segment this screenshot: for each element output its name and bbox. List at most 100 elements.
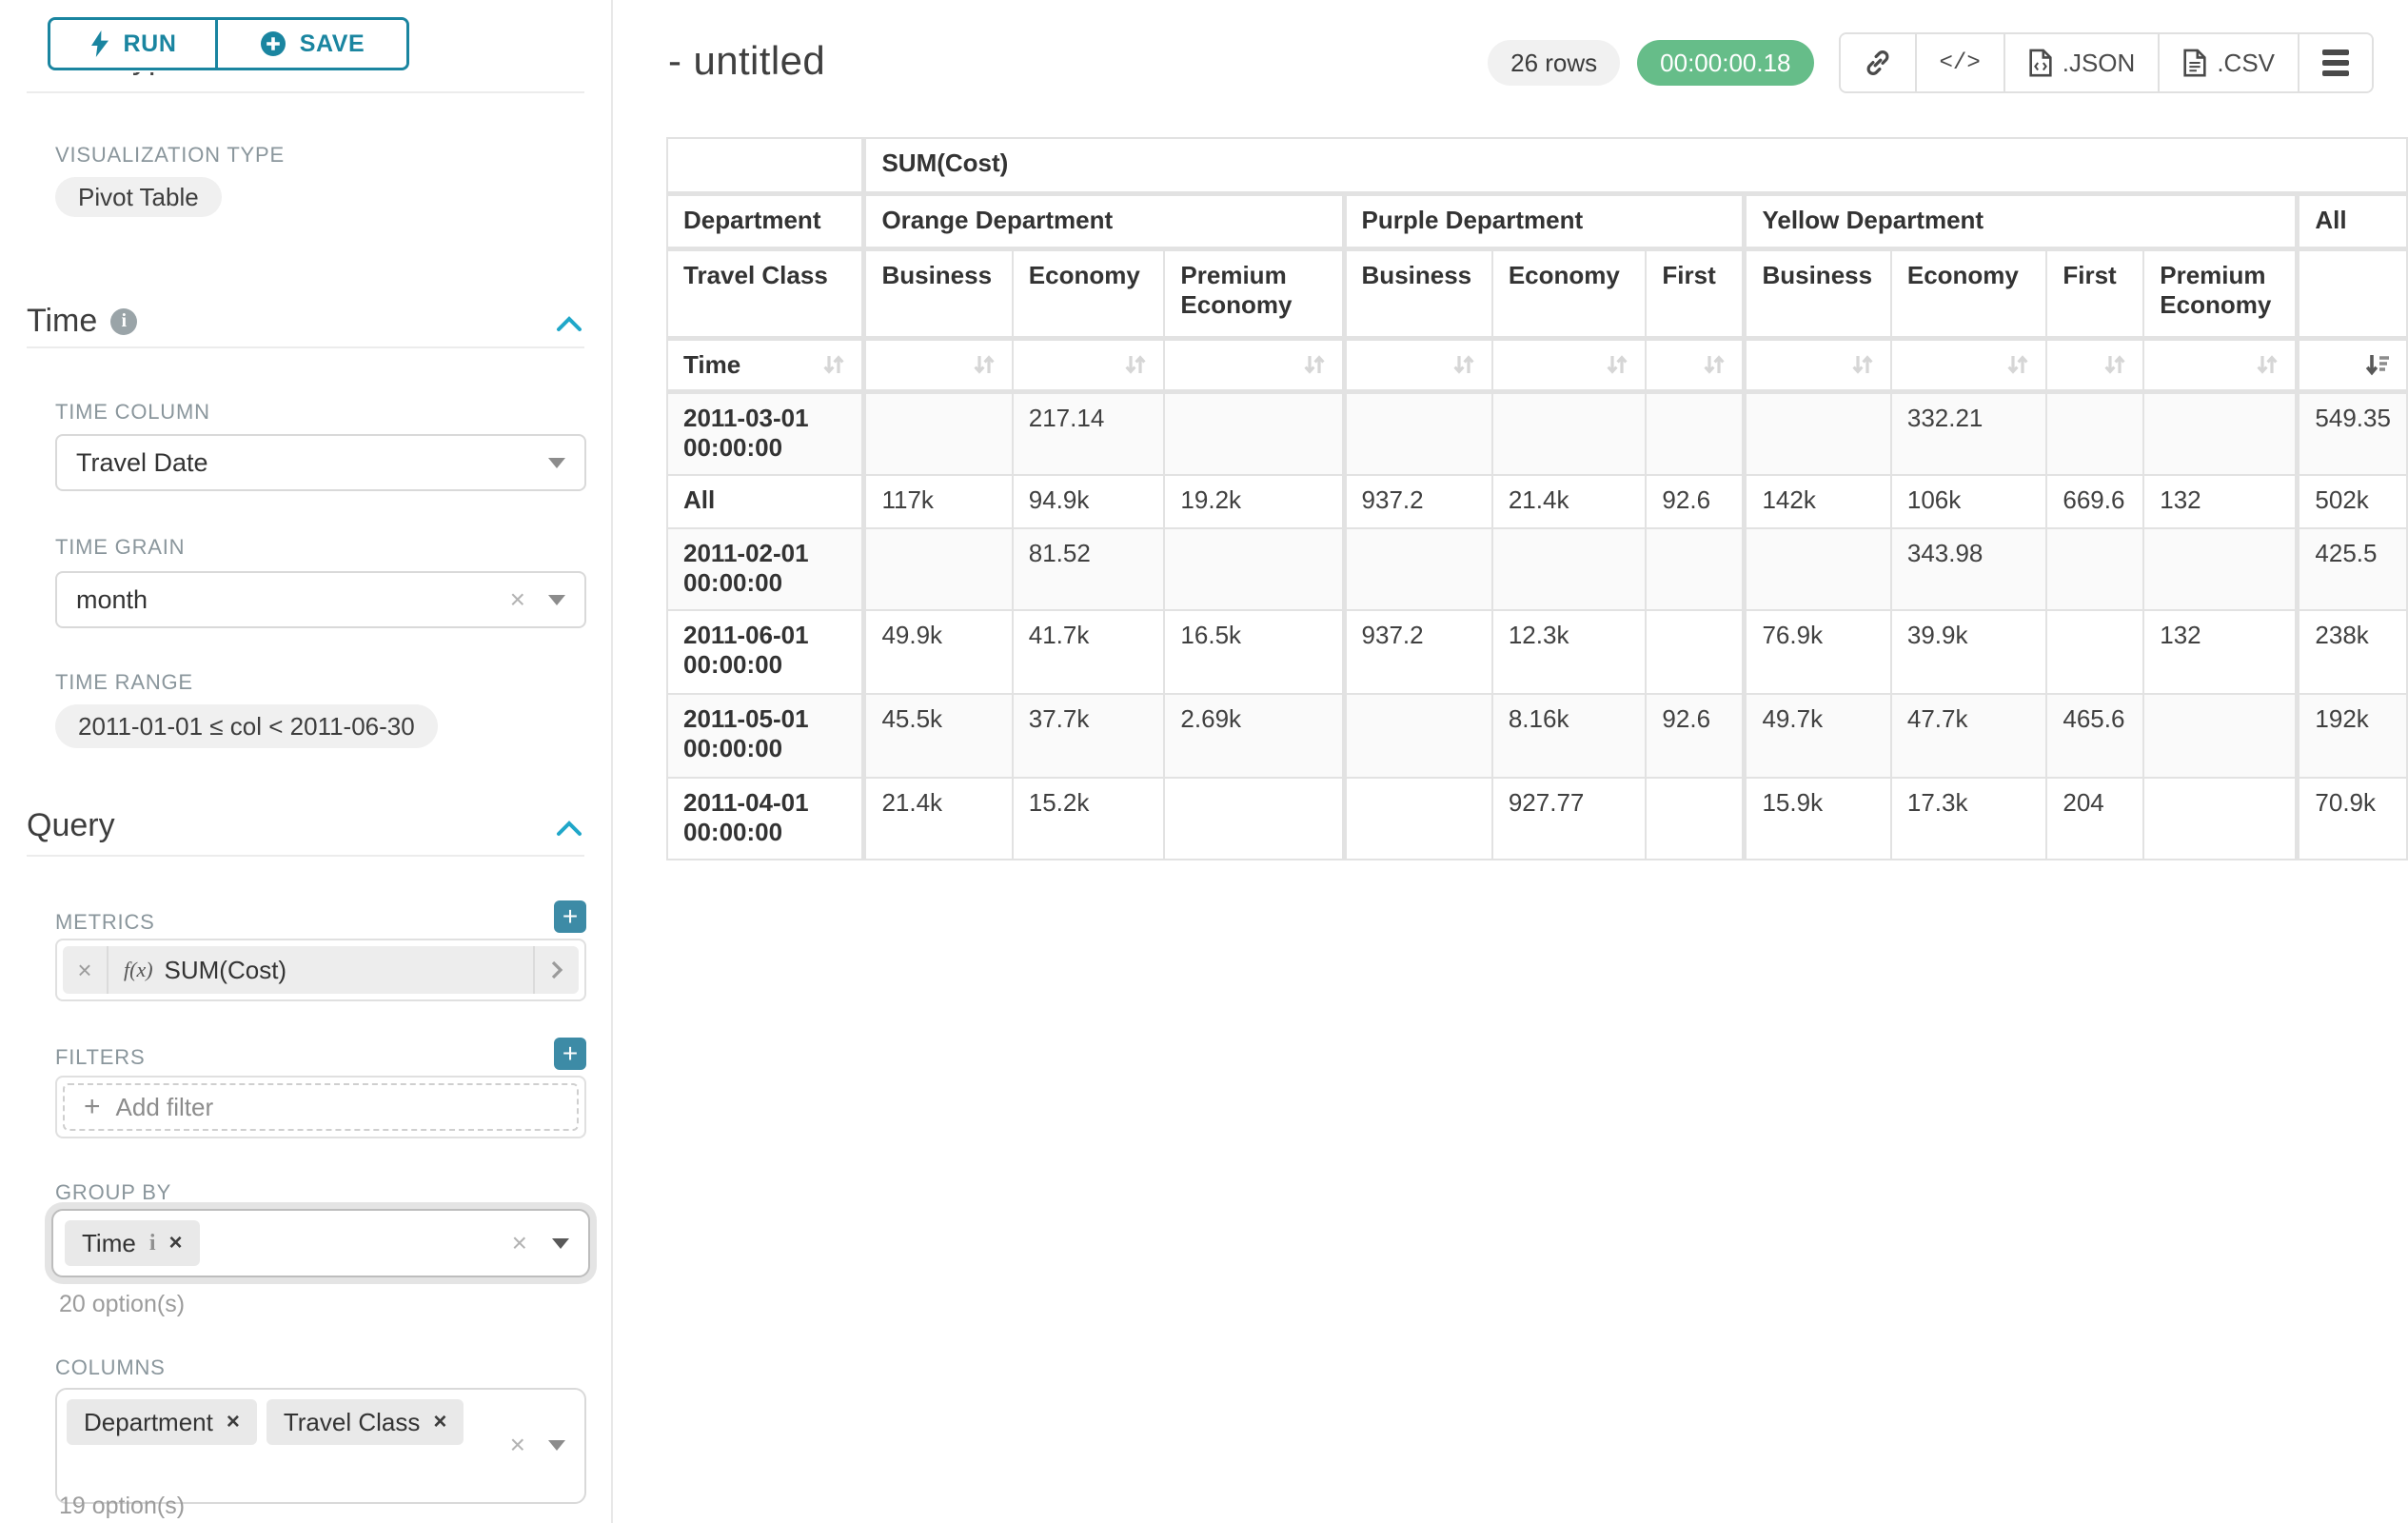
file-code-icon: [2029, 49, 2052, 77]
pivot-row-label: 2011-02-01 00:00:00: [665, 527, 865, 611]
add-filter-button[interactable]: +: [554, 1038, 586, 1070]
edit-metric-chevron-icon[interactable]: [533, 946, 579, 994]
pivot-cell: 81.52: [1011, 527, 1166, 611]
info-icon[interactable]: i: [148, 1230, 156, 1256]
plus-icon: +: [84, 1091, 101, 1122]
chevron-up-icon[interactable]: [556, 312, 582, 335]
sort-arrows-icon[interactable]: [1702, 352, 1727, 377]
columns-tag-travel-class[interactable]: Travel Class ×: [266, 1399, 464, 1445]
pivot-cell: 94.9k: [1011, 474, 1166, 529]
add-filter-dropzone[interactable]: + Add filter: [63, 1083, 579, 1131]
tag-label: Travel Class: [283, 1407, 421, 1436]
chevron-up-icon[interactable]: [556, 817, 582, 840]
plus-circle-icon: [260, 31, 286, 56]
sort-header-cell: [2142, 337, 2299, 394]
pivot-cell: [2045, 609, 2145, 695]
pivot-cell: 19.2k: [1163, 474, 1346, 529]
clear-icon[interactable]: ×: [509, 1430, 525, 1459]
pivot-row-label: 2011-06-01 00:00:00: [665, 609, 865, 695]
column-subheader: Economy: [1889, 247, 2048, 341]
group-by-select[interactable]: Time i × ×: [51, 1209, 590, 1277]
remove-tag-icon[interactable]: ×: [168, 1230, 183, 1256]
time-grain-value: month: [76, 584, 148, 614]
pivot-cell: [1341, 693, 1493, 779]
columns-tag-department[interactable]: Department ×: [67, 1399, 257, 1445]
add-metric-button[interactable]: +: [554, 900, 586, 933]
pivot-cell: [2142, 390, 2299, 476]
pivot-cell: 937.2: [1341, 609, 1493, 695]
sort-descending-icon[interactable]: [2364, 352, 2391, 377]
visualization-type-pill[interactable]: Pivot Table: [55, 177, 222, 217]
chart-title[interactable]: - untitled: [668, 38, 826, 83]
sort-arrows-icon[interactable]: [1123, 352, 1148, 377]
sort-arrows-icon[interactable]: [1302, 352, 1327, 377]
row-dim-header-department: Department: [665, 192, 865, 251]
time-column-label: TIME COLUMN: [55, 400, 210, 424]
copy-link-button[interactable]: [1840, 34, 1917, 91]
export-json-button[interactable]: .JSON: [2004, 34, 2161, 91]
group-by-options-count: 20 option(s): [59, 1291, 186, 1317]
pivot-cell: 238k: [2295, 609, 2408, 695]
row-dim-header-travel-class: Travel Class: [665, 247, 865, 341]
pivot-cell: 502k: [2295, 474, 2408, 529]
sort-arrows-icon[interactable]: [1850, 352, 1875, 377]
pivot-cell: 117k: [861, 474, 1014, 529]
time-grain-label: TIME GRAIN: [55, 535, 186, 559]
columns-select[interactable]: Department × Travel Class × ×: [55, 1388, 586, 1504]
pivot-cell: 332.21: [1889, 390, 2048, 476]
query-section-header: Query: [27, 807, 115, 844]
chevron-down-icon[interactable]: [552, 1237, 569, 1249]
sort-arrows-icon[interactable]: [2005, 352, 2030, 377]
chart-menu-button[interactable]: [2299, 34, 2372, 91]
pivot-cell: 21.4k: [1490, 474, 1648, 529]
pivot-cell: 15.9k: [1742, 777, 1892, 860]
time-grain-select[interactable]: month ×: [55, 571, 586, 628]
remove-metric-icon[interactable]: ×: [63, 946, 109, 994]
pivot-corner-cell: [665, 137, 865, 196]
sort-arrows-icon[interactable]: [821, 352, 846, 377]
clear-icon[interactable]: ×: [511, 1228, 527, 1257]
sort-header-cell: [1645, 337, 1746, 394]
filters-box: + Add filter: [55, 1076, 586, 1138]
remove-tag-icon[interactable]: ×: [433, 1409, 447, 1434]
column-subheader: First: [1645, 247, 1746, 341]
sort-arrows-icon[interactable]: [2102, 352, 2127, 377]
pivot-cell: 15.2k: [1011, 777, 1166, 860]
column-subheader: Economy: [1490, 247, 1648, 341]
metrics-box: × f(x) SUM(Cost): [55, 939, 586, 1001]
chart-header-actions: 26 rows 00:00:00.18 </> .JSON .CSV: [1488, 32, 2374, 93]
pivot-cell: 465.6: [2045, 693, 2145, 779]
chevron-down-icon[interactable]: [548, 1439, 565, 1451]
clear-icon[interactable]: ×: [509, 584, 525, 614]
info-icon[interactable]: i: [110, 307, 138, 335]
column-subheader: First: [2045, 247, 2145, 341]
pivot-cell: 669.6: [2045, 474, 2145, 529]
group-by-tag-time[interactable]: Time i ×: [65, 1220, 200, 1266]
save-button[interactable]: SAVE: [218, 20, 406, 68]
sort-arrows-icon[interactable]: [1451, 352, 1476, 377]
column-subheader: Premium Economy: [1163, 247, 1346, 341]
pivot-cell: [1163, 390, 1346, 476]
embed-code-button[interactable]: </>: [1916, 34, 2005, 91]
sort-arrows-icon[interactable]: [2255, 352, 2280, 377]
time-range-pill[interactable]: 2011-01-01 ≤ col < 2011-06-30: [55, 704, 438, 748]
pivot-cell: [2142, 777, 2299, 860]
remove-tag-icon[interactable]: ×: [226, 1409, 240, 1434]
sort-arrows-icon[interactable]: [1605, 352, 1629, 377]
pivot-cell: [1645, 609, 1746, 695]
metric-pill[interactable]: × f(x) SUM(Cost): [63, 946, 579, 994]
column-subheader: Business: [1341, 247, 1493, 341]
pivot-cell: 76.9k: [1742, 609, 1892, 695]
sort-arrows-icon[interactable]: [972, 352, 997, 377]
pivot-cell: [1163, 527, 1346, 611]
run-button[interactable]: RUN: [50, 20, 218, 68]
function-icon: f(x): [124, 958, 153, 981]
pivot-cell: 17.3k: [1889, 777, 2048, 860]
filters-label: FILTERS: [55, 1045, 146, 1069]
time-column-select[interactable]: Travel Date: [55, 434, 586, 491]
export-csv-button[interactable]: .CSV: [2160, 34, 2299, 91]
sort-header-cell: [1341, 337, 1493, 394]
sort-header-cell: [2045, 337, 2145, 394]
pivot-cell: [1490, 527, 1648, 611]
